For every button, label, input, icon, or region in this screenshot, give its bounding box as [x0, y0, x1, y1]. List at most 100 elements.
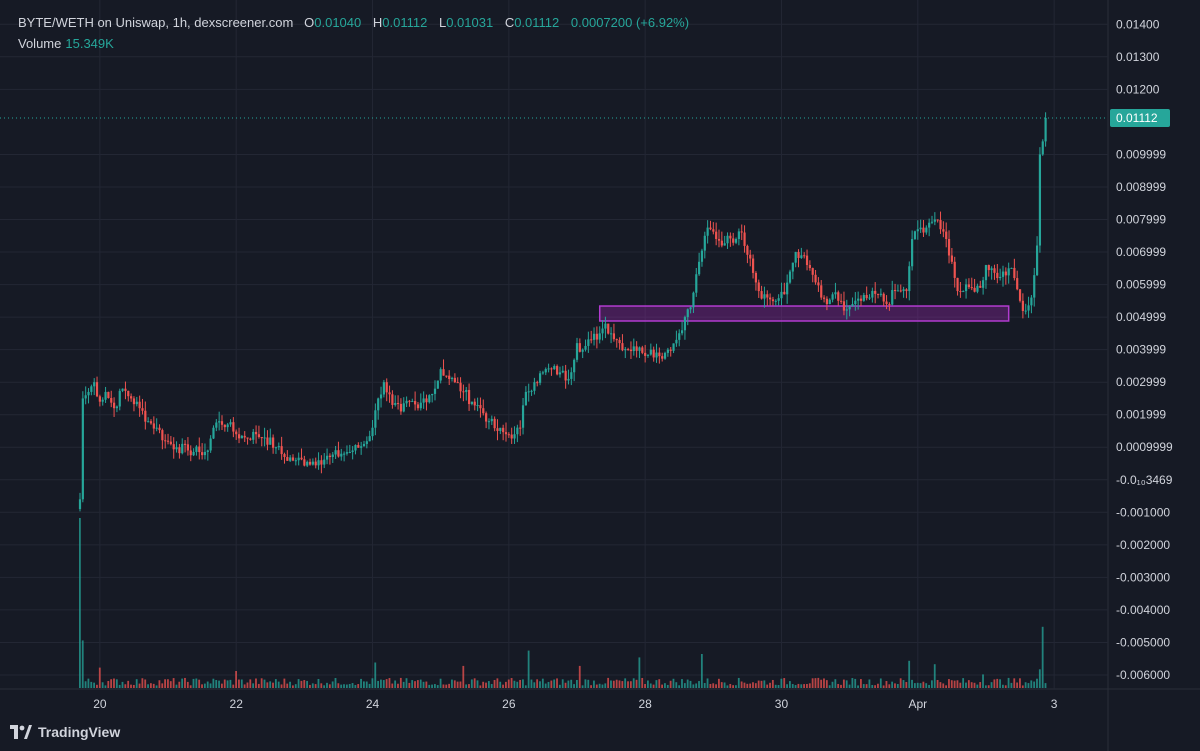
candle-up — [925, 227, 928, 233]
volume-bar — [431, 684, 433, 688]
candle-up — [331, 454, 334, 457]
volume-bar — [774, 684, 777, 688]
candle-down — [822, 297, 826, 299]
candle-up — [649, 349, 652, 355]
volume-bar — [601, 684, 604, 688]
volume-bar — [564, 682, 567, 688]
volume-bar — [127, 680, 130, 688]
volume-bar — [198, 679, 201, 688]
volume-bar — [1019, 678, 1021, 688]
candle-up — [371, 427, 374, 437]
candle-up — [274, 447, 278, 449]
candle-up — [436, 380, 439, 389]
volume-bar — [996, 678, 999, 688]
candle-down — [257, 434, 261, 437]
volume-bar — [902, 680, 905, 688]
volume-bar — [257, 683, 260, 688]
candle-up — [791, 262, 794, 272]
volume-bar — [692, 684, 695, 688]
volume-bar — [402, 681, 405, 688]
volume-bar — [391, 683, 394, 688]
candle-up — [868, 297, 871, 299]
volume-bar — [84, 681, 87, 688]
candle-up — [990, 268, 993, 271]
candle-up — [663, 352, 667, 359]
candle-down — [246, 437, 249, 439]
candle-down — [237, 434, 241, 439]
candle-down — [300, 457, 303, 460]
candle-up — [891, 290, 894, 305]
tradingview-brand[interactable]: TradingView — [10, 724, 120, 740]
symbol-title[interactable]: BYTE/WETH on Uniswap, 1h, dexscreener.co… — [18, 15, 294, 30]
volume-bar — [482, 681, 485, 688]
candle-up — [465, 389, 468, 392]
volume-bar — [550, 680, 553, 688]
candle-up — [405, 400, 408, 404]
volume-bar — [928, 684, 930, 688]
candle-up — [340, 453, 343, 457]
volume-bar — [686, 679, 689, 688]
candle-up — [218, 421, 221, 423]
candle-down — [820, 285, 823, 298]
candle-up — [916, 229, 919, 232]
candle-up — [513, 434, 516, 439]
candle-down — [865, 295, 868, 299]
volume-bar — [192, 678, 195, 688]
candle-up — [723, 243, 726, 246]
candle-up — [848, 306, 851, 310]
candle-down — [399, 403, 403, 412]
low-label: L — [438, 15, 447, 30]
candle-up — [857, 298, 860, 301]
candle-down — [414, 401, 417, 405]
open-label: O — [304, 15, 315, 30]
volume-bar — [706, 678, 709, 688]
candle-up — [530, 390, 533, 392]
volume-bar — [837, 683, 840, 688]
candle-down — [308, 461, 312, 465]
volume-bar — [984, 685, 987, 688]
candle-down — [485, 413, 488, 422]
volume-bar — [283, 678, 286, 688]
volume-bar — [766, 684, 769, 688]
candle-up — [212, 427, 215, 439]
volume-bar — [107, 680, 110, 688]
x-tick-label: 30 — [775, 697, 789, 711]
candle-up — [845, 309, 848, 311]
volume-bar — [791, 684, 794, 688]
candle-up — [226, 424, 229, 428]
candle-down — [967, 284, 971, 288]
candle-down — [797, 252, 800, 258]
candle-up — [195, 446, 198, 452]
time-axis[interactable]: 20 22 24 26 28 30 Apr 3 — [93, 697, 1058, 711]
candle-down — [893, 290, 897, 292]
candle-up — [558, 372, 562, 375]
candle-up — [851, 304, 854, 307]
candle-down — [1004, 271, 1007, 276]
candle-down — [357, 445, 360, 448]
volume-bar — [1004, 685, 1007, 688]
volume-bar — [416, 680, 419, 688]
volume-bar — [306, 680, 308, 688]
y-tick-label: 0.01400 — [1116, 17, 1160, 31]
candle-up — [533, 382, 536, 391]
candle-down — [112, 402, 116, 409]
candle-up — [896, 290, 900, 292]
candle-down — [502, 427, 505, 433]
volume-bar — [505, 681, 507, 688]
volume-bar — [1041, 626, 1044, 688]
candle-down — [936, 219, 939, 221]
candle-up — [982, 280, 985, 288]
candle-up — [686, 309, 689, 318]
volume-bar — [115, 679, 118, 688]
volume-bar — [933, 664, 936, 688]
volume-bar — [675, 682, 678, 688]
price-axis[interactable]: 0.01400 0.01300 0.01200 0.009999 0.008999 0.0… — [1116, 17, 1173, 682]
candle-down — [201, 452, 204, 456]
candle-down — [888, 304, 891, 306]
candle-down — [825, 298, 829, 305]
volume-bar — [871, 684, 874, 688]
candle-up — [828, 299, 831, 305]
candle-up — [311, 461, 314, 465]
volume-bar — [286, 683, 289, 688]
